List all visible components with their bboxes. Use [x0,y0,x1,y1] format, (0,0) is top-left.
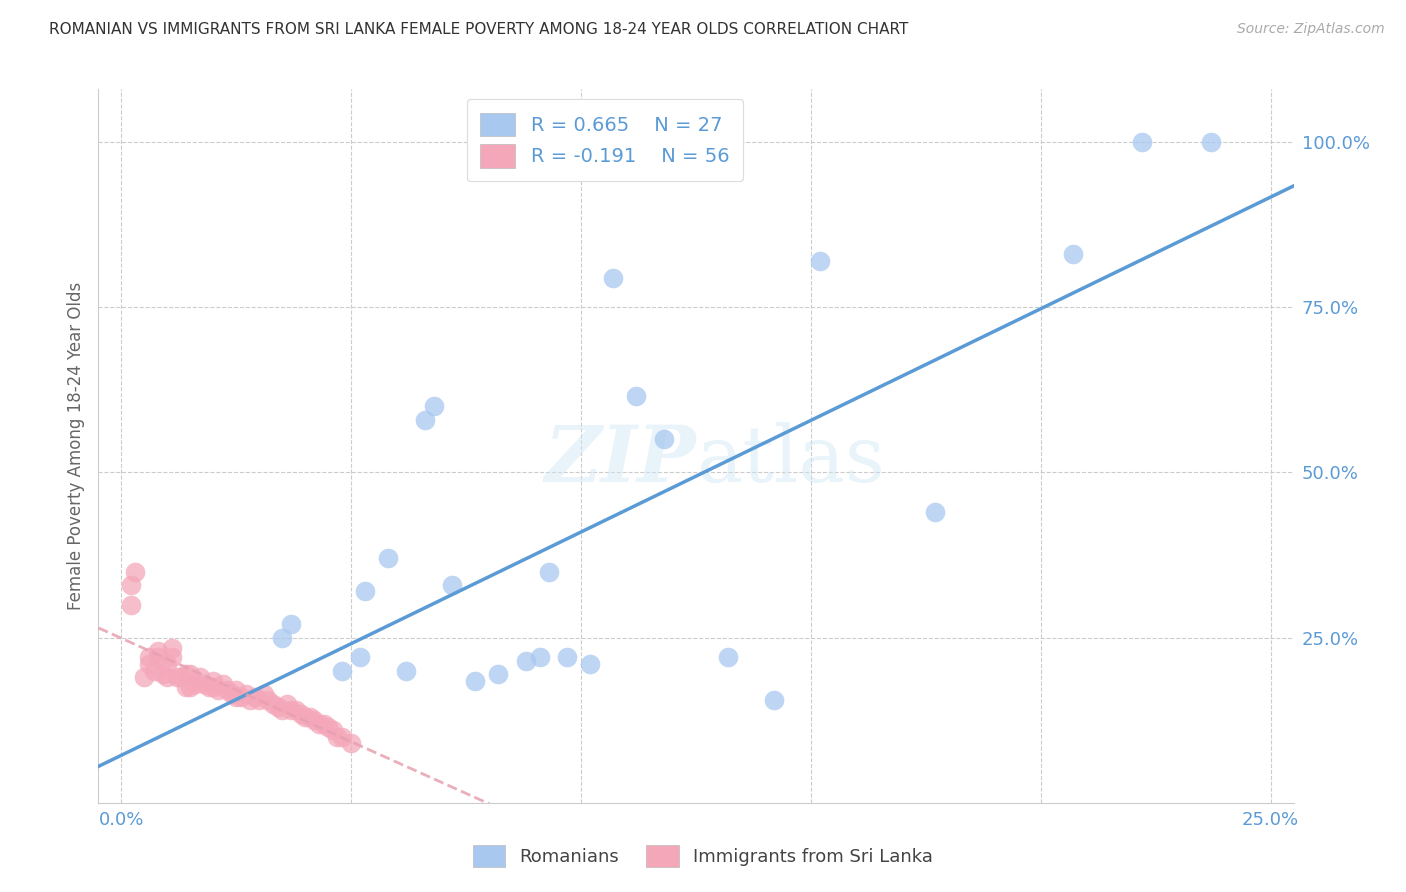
Point [423,400,446,414]
Point [142,664,165,678]
Point [174,667,197,681]
Point [247,693,270,707]
Point [763,693,786,707]
Text: ROMANIAN VS IMMIGRANTS FROM SRI LANKA FEMALE POVERTY AMONG 18-24 YEAR OLDS CORRE: ROMANIAN VS IMMIGRANTS FROM SRI LANKA FE… [49,22,908,37]
Point [924,505,946,519]
Point [188,670,211,684]
Point [537,565,560,579]
Point [652,433,675,447]
Point [225,683,247,698]
Point [271,631,294,645]
Point [555,650,578,665]
Text: Source: ZipAtlas.com: Source: ZipAtlas.com [1237,22,1385,37]
Point [170,670,193,684]
Point [326,730,349,744]
Point [179,667,201,681]
Point [280,703,302,717]
Point [184,677,207,691]
Point [395,664,418,678]
Point [138,657,160,671]
Point [148,644,170,658]
Point [152,667,174,681]
Point [312,716,335,731]
Legend: R = 0.665    N = 27, R = -0.191    N = 56: R = 0.665 N = 27, R = -0.191 N = 56 [467,99,744,181]
Point [308,716,330,731]
Point [322,723,344,738]
Point [267,700,290,714]
Point [138,650,160,665]
Point [160,650,183,665]
Point [486,667,509,681]
Point [290,706,312,721]
Point [257,693,280,707]
Point [529,650,551,665]
Point [377,551,399,566]
Point [579,657,602,671]
Point [354,584,377,599]
Point [294,710,316,724]
Point [197,680,219,694]
Point [211,677,233,691]
Point [202,680,225,694]
Point [464,673,486,688]
Point [120,598,142,612]
Point [271,703,294,717]
Point [413,412,436,426]
Point [330,664,353,678]
Point [349,650,371,665]
Text: ZIP: ZIP [544,422,696,499]
Point [217,683,239,698]
Point [174,680,197,694]
Point [166,670,188,684]
Point [280,617,302,632]
Y-axis label: Female Poverty Among 18-24 Year Olds: Female Poverty Among 18-24 Year Olds [66,282,84,610]
Point [207,683,229,698]
Point [229,690,252,704]
Point [120,578,142,592]
Point [330,730,353,744]
Point [239,693,262,707]
Point [156,670,179,684]
Point [298,710,321,724]
Point [285,703,308,717]
Point [193,677,215,691]
Point [602,270,624,285]
Point [717,650,740,665]
Point [148,650,170,665]
Point [160,640,183,655]
Point [156,657,179,671]
Point [243,690,266,704]
Point [808,254,831,268]
Point [515,654,537,668]
Point [124,565,146,579]
Point [316,720,339,734]
Point [304,713,326,727]
Point [179,680,201,694]
Point [221,687,243,701]
Point [134,670,156,684]
Point [1130,135,1153,149]
Point [1062,247,1084,261]
Legend: Romanians, Immigrants from Sri Lanka: Romanians, Immigrants from Sri Lanka [465,838,941,874]
Point [276,697,298,711]
Point [225,690,247,704]
Point [340,736,363,750]
Text: atlas: atlas [696,423,884,498]
Point [624,389,647,403]
Point [1199,135,1222,149]
Point [262,697,284,711]
Point [441,578,464,592]
Point [253,687,276,701]
Point [235,687,257,701]
Point [202,673,225,688]
